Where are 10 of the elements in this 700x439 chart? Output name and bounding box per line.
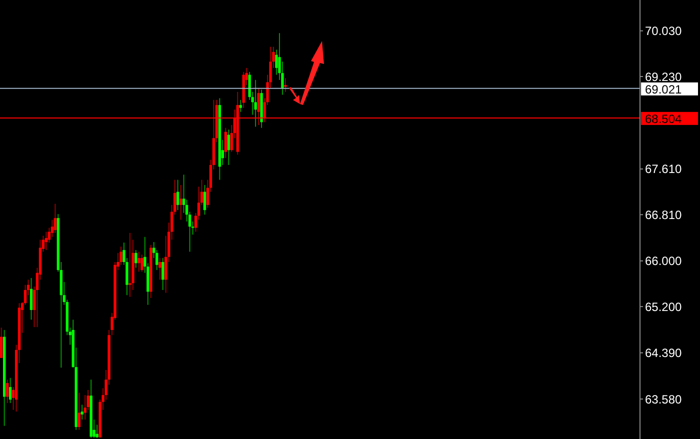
ref-line-label: 68.504	[645, 112, 682, 126]
y-tick-label: 67.610	[645, 162, 682, 176]
y-tick-label: 64.390	[645, 346, 682, 360]
y-tick-label: 69.230	[645, 70, 682, 84]
y-tick-label: 66.810	[645, 208, 682, 222]
y-tick-label: 70.030	[645, 24, 682, 38]
y-tick-label: 66.000	[645, 254, 682, 268]
ref-line-label: 69.021	[645, 82, 682, 96]
y-tick-label: 63.580	[645, 392, 682, 406]
y-tick-label: 65.200	[645, 300, 682, 314]
